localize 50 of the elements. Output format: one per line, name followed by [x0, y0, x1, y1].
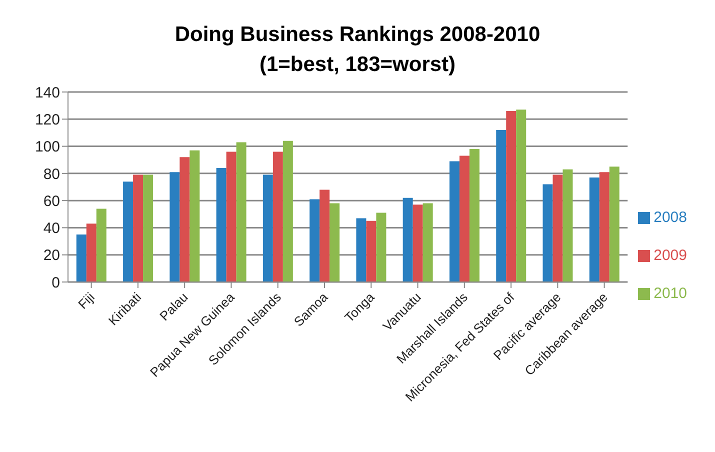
y-tick-label: 40 — [43, 220, 60, 238]
bar — [469, 149, 480, 282]
bar — [589, 178, 600, 282]
bar — [123, 182, 134, 282]
bar — [236, 142, 246, 282]
y-tick-label: 80 — [43, 166, 60, 183]
x-tick-label: Fiji — [75, 289, 98, 312]
bar — [366, 220, 376, 282]
bar — [190, 150, 200, 282]
bar — [96, 208, 106, 282]
bar — [376, 212, 386, 282]
y-tick-label: 0 — [52, 274, 60, 292]
bar — [320, 190, 330, 282]
bar — [496, 130, 506, 282]
bar — [412, 204, 423, 282]
bar — [272, 152, 283, 282]
bar — [86, 224, 96, 282]
bar — [226, 152, 236, 282]
bar — [609, 166, 620, 282]
y-tick-label: 60 — [43, 192, 60, 210]
chart-title: Doing Business Rankings 2008-2010 — [174, 22, 542, 48]
bar — [552, 174, 563, 282]
y-tick-label: 20 — [43, 247, 60, 264]
bar — [459, 156, 470, 282]
y-tick-label: 140 — [34, 84, 60, 102]
bar — [516, 110, 526, 282]
bar — [76, 234, 86, 282]
bar — [262, 174, 273, 282]
chart-subtitle: (1=best, 183=worst) — [258, 52, 457, 78]
bar — [542, 184, 553, 282]
legend-label: 2008 — [654, 209, 687, 226]
legend-label: 2009 — [654, 247, 687, 264]
bar — [330, 203, 340, 282]
bar — [143, 174, 154, 282]
bar — [180, 157, 190, 282]
bar — [562, 169, 573, 282]
bar — [282, 140, 293, 282]
bar — [310, 199, 320, 282]
bar — [356, 218, 366, 282]
bar — [422, 203, 433, 282]
y-tick-label: 120 — [34, 111, 60, 128]
y-tick-label: 100 — [34, 138, 60, 156]
bar — [170, 172, 180, 282]
legend-label: 2010 — [654, 285, 687, 302]
bar — [133, 174, 144, 282]
bar — [216, 168, 226, 282]
bar — [599, 172, 610, 282]
bar — [449, 161, 460, 282]
bar — [506, 111, 516, 282]
bar — [402, 198, 413, 282]
